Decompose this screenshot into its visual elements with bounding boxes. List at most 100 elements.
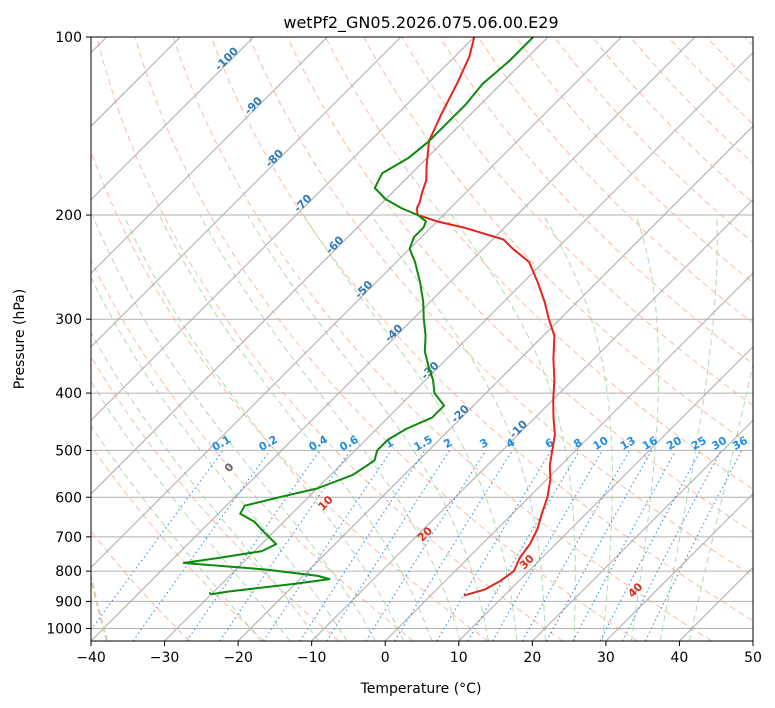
x-axis: −40 −30 −20 −10 0 10 20 30 40 50: [76, 641, 762, 666]
x-tick-label: 30: [597, 650, 615, 666]
chart-title: wetPf2_GN05.2026.075.06.00.E29: [283, 13, 558, 33]
isotherm-line: [91, 37, 549, 495]
isotherm-line: [91, 37, 622, 569]
moist-adiabat-line: [542, 214, 613, 641]
y-axis-title: Pressure (hPa): [12, 289, 28, 389]
y-tick-label: 200: [55, 208, 82, 224]
isotherm-line: [531, 419, 753, 641]
dry-adiabat-line: [477, 37, 753, 324]
moist-adiabat-line: [451, 214, 576, 641]
moist-adiabat-line: [630, 214, 660, 641]
dry-adiabat-line: [515, 37, 753, 284]
isotherm-label: -70: [291, 192, 314, 215]
moist-adiabat-line: [246, 214, 489, 641]
y-axis: 1000 900 800 700 600 500 400 300 200 100: [46, 30, 91, 637]
dry-adiabat-line: [706, 37, 753, 86]
isotherm-line: [91, 37, 402, 348]
y-tick-label: 300: [55, 312, 82, 328]
dry-adiabat-line: [286, 37, 753, 534]
mixing-ratio-line: [186, 450, 321, 641]
dry-adiabat-line: [91, 530, 191, 641]
mixing-ratio-line: [263, 450, 392, 641]
dry-adiabat-line: [553, 37, 753, 244]
isotherm-line: [91, 37, 255, 201]
isotherm-line: [311, 198, 753, 641]
y-tick-label: 500: [55, 443, 82, 459]
x-tick-label: 10: [450, 650, 468, 666]
isotherm-line: [164, 51, 753, 641]
isotherm-line: [91, 37, 475, 422]
mixing-ratio-line: [599, 450, 702, 641]
mixing-ratio-line: [644, 450, 743, 641]
isotherm-line: [679, 566, 753, 641]
temperature-curve: [415, 37, 556, 597]
dry-adiabat-line: [744, 37, 753, 47]
sounding-curves: [182, 37, 556, 597]
moist-adiabat-line: [199, 214, 461, 641]
x-tick-label: 20: [523, 650, 541, 666]
mixing-ratio-line: [572, 450, 677, 641]
dry-adiabat-line: [210, 37, 753, 622]
isotherm-line: [91, 37, 328, 274]
dry-adiabat-label: 30: [517, 552, 537, 572]
moist-adiabat-line: [91, 380, 291, 641]
isotherm-line: [384, 272, 753, 641]
moist-adiabat-line: [91, 331, 319, 641]
x-tick-label: 50: [744, 650, 762, 666]
background-lines: [91, 37, 753, 641]
dry-adiabat-label: 40: [625, 580, 645, 600]
x-tick-label: −40: [76, 650, 106, 666]
isotherm-label: -60: [323, 233, 346, 256]
dry-adiabat-line: [134, 37, 638, 641]
dry-adiabat-line: [91, 355, 340, 641]
dry-adiabat-line: [172, 37, 713, 641]
moist-adiabat-line: [123, 214, 405, 641]
moist-adiabat-line: [303, 214, 518, 641]
dry-adiabat-line: [96, 37, 563, 641]
isotherm-label: -80: [263, 147, 286, 170]
mixing-ratio-line: [436, 450, 552, 641]
dry-adiabat-line: [248, 37, 753, 577]
wetbulb-curve: [91, 572, 108, 641]
y-tick-label: 900: [55, 594, 82, 610]
isotherm-line: [752, 640, 753, 641]
moist-adiabat-line: [688, 362, 753, 641]
isotherm-label: -40: [382, 321, 405, 344]
dewpoint-curve: [182, 37, 534, 596]
y-tick-label: 400: [55, 386, 82, 402]
x-tick-label: −20: [223, 650, 253, 666]
mixing-ratio-line: [467, 450, 581, 641]
isotherm-line: [237, 125, 753, 641]
isotherm-label: -20: [449, 402, 472, 425]
isotherm-line: [91, 37, 696, 641]
isotherm-line: [605, 493, 753, 641]
y-tick-label: 100: [55, 30, 82, 46]
x-tick-label: −10: [297, 650, 327, 666]
y-tick-label: 800: [55, 564, 82, 580]
dry-adiabat-line: [591, 37, 753, 204]
mixing-ratio-label: 3: [477, 436, 490, 451]
moist-adiabat-line: [91, 214, 376, 641]
dry-adiabat-line: [325, 37, 753, 490]
moist-adiabat-line: [91, 276, 348, 641]
x-tick-label: 0: [381, 650, 390, 666]
isotherm-label: -90: [242, 94, 265, 117]
moist-adiabat-line: [158, 214, 433, 641]
isotherm-label: -50: [352, 278, 375, 301]
mixing-ratio-line: [546, 450, 653, 641]
mixing-ratio-line: [132, 450, 271, 641]
mixing-ratio-line: [326, 450, 451, 641]
moist-adiabat-line: [659, 214, 718, 641]
y-tick-label: 600: [55, 490, 82, 506]
x-tick-label: 40: [671, 650, 689, 666]
x-tick-label: −30: [150, 650, 180, 666]
dry-adiabat-line: [439, 37, 753, 365]
dry-adiabat-line: [91, 259, 414, 641]
isotherm-labels: -100-90-80-70-60-50-40-30-20-10: [212, 44, 530, 440]
mixing-ratio-line: [394, 450, 513, 641]
mixing-ratio-line: [365, 450, 487, 641]
y-tick-label: 700: [55, 530, 82, 546]
mixing-ratio-line: [299, 450, 426, 641]
